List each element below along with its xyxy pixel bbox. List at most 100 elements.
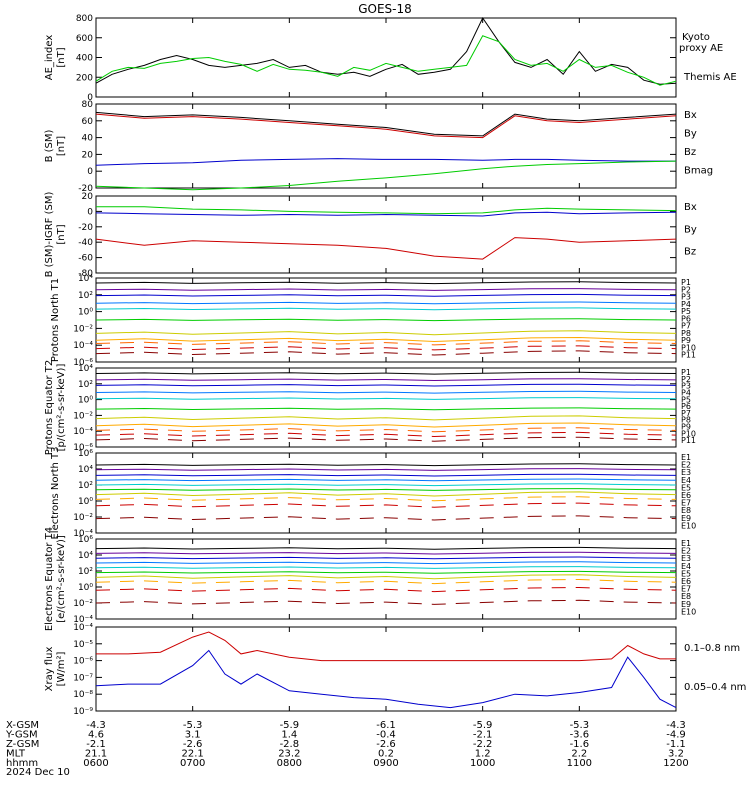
y-tick-label: -20 [78, 223, 93, 233]
y-tick-label: 10⁰ [78, 497, 93, 507]
channel-label: P8 [681, 416, 691, 425]
channel-label: E7 [681, 585, 691, 594]
y-tick-label: 10⁻⁶ [73, 657, 93, 667]
y-tick-label: 10⁰ [78, 583, 93, 593]
channel-line [95, 556, 677, 560]
panel-7: 10⁶ 10⁴ 10² 10⁰ 10⁻² 10⁻⁴ Electrons Equator T4… [44, 527, 696, 631]
channel-label: P10 [681, 343, 696, 352]
series-line [95, 211, 677, 217]
channel-line [95, 578, 677, 585]
y-tick-label: 10⁴ [78, 465, 93, 475]
channel-line [95, 407, 677, 411]
channel-label: P4 [681, 300, 691, 309]
series-line [96, 631, 676, 662]
y-tick-label: 10² [78, 567, 93, 577]
y-axis-unit: [W/m²] [56, 651, 67, 686]
panel-frame [95, 538, 677, 620]
channel-line [95, 491, 677, 497]
y-tick-label: 0 [87, 207, 93, 217]
chart-title: GOES-18 [358, 2, 412, 16]
axis-row-label: MLT [6, 749, 26, 760]
y-axis-unit: [p/(cm²-s-sr-keV)] [56, 364, 67, 452]
y-tick-label: 10⁻⁶ [73, 443, 93, 453]
axis-value: -2.1 [86, 739, 106, 750]
channel-label: P11 [681, 351, 696, 360]
channel-label: P10 [681, 429, 696, 438]
axis-value: 0800 [277, 758, 302, 769]
legend-label: Bx [684, 202, 697, 213]
y-axis-label: Protons North T1 [50, 278, 61, 362]
channel-line [95, 463, 677, 467]
panel-6: 10⁶ 10⁴ 10² 10⁰ 10⁻² 10⁻⁴ Electrons North T3 E1… [50, 446, 696, 539]
channel-label: E2 [681, 461, 691, 470]
channel-line [95, 570, 677, 574]
series-line [95, 649, 677, 709]
channel-label: E4 [681, 476, 691, 485]
y-tick-label: 10⁻⁷ [73, 673, 93, 683]
axis-value: 21.1 [85, 749, 107, 760]
channel-label: P6 [681, 314, 691, 323]
channel-line [95, 488, 677, 491]
channel-line [95, 478, 677, 482]
series-line [95, 111, 677, 137]
axis-value: -5.3 [570, 720, 590, 731]
legend-label: By [684, 129, 697, 140]
panel-5: 10⁴ 10² 10⁰ 10⁻² 10⁻⁴ 10⁻⁶ Protons Equator T2[… [44, 360, 696, 456]
channel-label: E8 [681, 592, 691, 601]
channel-label: E9 [681, 514, 691, 523]
y-axis-label: Xray flux [44, 647, 55, 692]
y-tick-label: 10⁰ [78, 396, 93, 406]
channel-label: P9 [681, 423, 691, 432]
channel-line [95, 574, 677, 580]
channel-label: P8 [681, 329, 691, 338]
y-axis-unit: [nT] [56, 47, 67, 67]
y-tick-label: 10⁶ [78, 535, 93, 545]
channel-line [95, 281, 677, 285]
channel-line [95, 330, 677, 336]
axis-value: 3.1 [185, 730, 201, 741]
y-tick-label: 400 [76, 54, 93, 64]
series-line [95, 237, 677, 260]
y-tick-label: -20 [78, 184, 93, 194]
axis-value: -5.9 [473, 720, 493, 731]
y-axis-unit: [e/(cm²-s-sr-keV)] [56, 535, 67, 623]
channel-label: P9 [681, 336, 691, 345]
y-tick-label: 10² [78, 291, 93, 301]
channel-label: E3 [681, 554, 691, 563]
y-axis-label: B (SM)-IGRF (SM) [44, 192, 55, 278]
y-tick-label: 60 [82, 117, 94, 127]
channel-line [95, 515, 677, 521]
axis-value: -6.1 [376, 720, 396, 731]
axis-value: -4.9 [666, 730, 686, 741]
channel-label: E6 [681, 491, 691, 500]
channel-line [95, 599, 677, 605]
series-line [95, 158, 676, 166]
channel-line [95, 383, 677, 387]
y-tick-label: 10⁻⁹ [73, 707, 93, 717]
y-tick-label: 10² [78, 380, 93, 390]
y-tick-label: 20 [82, 192, 94, 202]
y-tick-label: 10⁰ [78, 308, 93, 318]
axis-row-label: hhmm [6, 758, 38, 769]
legend-label: By [684, 224, 697, 235]
channel-line [95, 415, 677, 421]
series-line [95, 113, 677, 139]
channel-line [95, 350, 677, 356]
channel-line [95, 502, 677, 508]
axis-value: 1200 [663, 758, 688, 769]
y-tick-label: 600 [76, 34, 93, 44]
y-tick-label: 10⁻⁸ [73, 690, 93, 700]
y-tick-label: 20 [82, 150, 94, 160]
channel-label: P1 [681, 368, 691, 377]
channel-line [95, 378, 677, 382]
series-line [95, 35, 677, 86]
y-tick-label: 200 [76, 73, 93, 83]
channel-line [95, 586, 677, 593]
channel-label: P3 [681, 293, 691, 302]
axis-value: 0600 [83, 758, 108, 769]
axis-value: 1.2 [475, 749, 491, 760]
